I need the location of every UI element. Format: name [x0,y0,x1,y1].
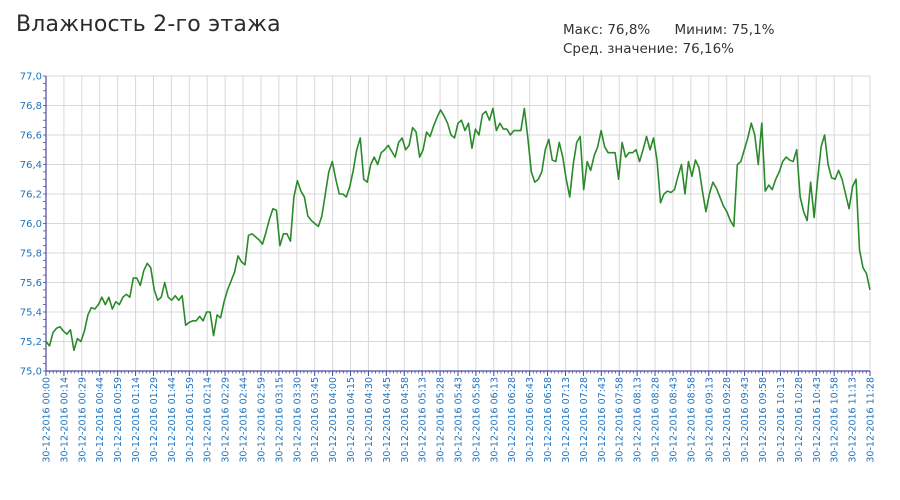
x-tick-label: 30-12-2016 04:00 [328,377,339,463]
x-tick-label: 30-12-2016 01:59 [185,377,196,463]
x-tick-label: 30-12-2016 05:13 [418,377,429,463]
x-tick-label: 30-12-2016 10:28 [794,377,805,463]
x-tick-label: 30-12-2016 11:28 [866,377,877,463]
x-tick-label: 30-12-2016 10:43 [812,377,823,463]
x-tick-label: 30-12-2016 09:28 [722,377,733,463]
x-tick-label: 30-12-2016 02:59 [256,377,267,463]
x-tick-label: 30-12-2016 08:13 [633,377,644,463]
y-tick-label: 77,0 [20,72,42,83]
x-tick-label: 30-12-2016 02:14 [203,377,214,463]
x-tick-label: 30-12-2016 04:45 [382,377,393,463]
x-tick-label: 30-12-2016 11:13 [848,377,859,463]
y-axis-ticks: 75,0 75,2 75,4 75,6 75,8 76,0 76,2 76,4 76,6 76,8… [20,72,42,378]
stats-average: Сред. значение: 76,16% [563,41,734,57]
x-tick-label: 30-12-2016 09:43 [740,377,751,463]
humidity-series-line [45,107,871,352]
x-tick-label: 30-12-2016 07:58 [615,377,626,463]
x-tick-label: 30-12-2016 02:44 [239,377,250,463]
x-tick-label: 30-12-2016 08:58 [686,377,697,463]
x-tick-label: 30-12-2016 02:29 [221,377,232,463]
max-value: 76,8% [607,22,651,38]
x-tick-label: 30-12-2016 00:44 [95,377,106,463]
x-tick-label: 30-12-2016 09:13 [704,377,715,463]
max-label: Макс: [563,22,604,38]
x-tick-label: 30-12-2016 01:14 [131,377,142,463]
x-tick-label: 30-12-2016 04:15 [346,377,357,463]
y-tick-label: 76,2 [20,190,42,201]
x-tick-label: 30-12-2016 10:58 [830,377,841,463]
x-tick-label: 30-12-2016 06:13 [489,377,500,463]
y-tick-label: 76,6 [20,131,42,142]
y-tick-label: 76,0 [20,219,42,230]
x-tick-label: 30-12-2016 08:43 [668,377,679,463]
x-tick-label: 30-12-2016 10:13 [776,377,787,463]
avg-label: Сред. значение: [563,41,679,57]
y-tick-label: 75,4 [20,308,42,319]
min-value: 75,1% [731,22,775,38]
min-label: Миним: [674,22,728,38]
chart-axes [43,75,871,376]
x-tick-label: 30-12-2016 03:45 [310,377,321,463]
x-tick-label: 30-12-2016 05:28 [436,377,447,463]
x-tick-label: 30-12-2016 00:59 [113,377,124,463]
y-tick-label: 75,0 [20,367,42,378]
chart-series [45,107,871,352]
x-tick-label: 30-12-2016 07:43 [597,377,608,463]
x-axis-ticks: 30-12-2016 00:00 30-12-2016 00:14 30-12-20… [42,377,877,463]
x-tick-label: 30-12-2016 04:30 [364,377,375,463]
x-tick-label: 30-12-2016 06:28 [507,377,518,463]
chart-grid [46,75,871,371]
y-tick-label: 75,2 [20,337,42,348]
y-tick-label: 76,8 [20,101,42,112]
x-tick-label: 30-12-2016 04:58 [400,377,411,463]
x-tick-label: 30-12-2016 05:58 [471,377,482,463]
y-tick-label: 75,6 [20,278,42,289]
x-tick-label: 30-12-2016 06:43 [525,377,536,463]
chart-title: Влажность 2-го этажа [16,12,281,37]
x-tick-label: 30-12-2016 03:15 [274,377,285,463]
x-tick-label: 30-12-2016 00:29 [77,377,88,463]
x-tick-label: 30-12-2016 03:30 [292,377,303,463]
x-tick-label: 30-12-2016 08:28 [651,377,662,463]
x-tick-label: 30-12-2016 00:00 [42,377,53,463]
x-tick-label: 30-12-2016 07:13 [561,377,572,463]
y-tick-label: 75,8 [20,249,42,260]
x-tick-label: 30-12-2016 01:44 [167,377,178,463]
stats-max-min: Макс: 76,8% Миним: 75,1% [563,22,774,38]
x-tick-label: 30-12-2016 09:58 [758,377,769,463]
x-tick-label: 30-12-2016 06:58 [543,377,554,463]
y-tick-label: 76,4 [20,160,42,171]
x-tick-label: 30-12-2016 01:29 [149,377,160,463]
x-tick-label: 30-12-2016 07:28 [579,377,590,463]
x-tick-label: 30-12-2016 05:43 [454,377,465,463]
x-tick-label: 30-12-2016 00:14 [59,377,70,463]
avg-value: 76,16% [682,41,735,57]
